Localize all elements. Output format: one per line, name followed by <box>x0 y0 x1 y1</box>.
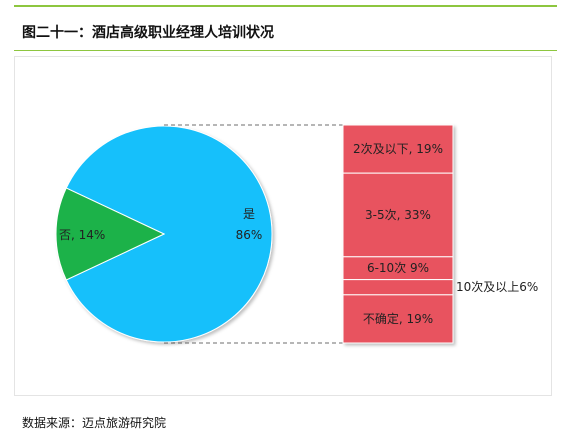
title-underline <box>14 50 557 51</box>
bar-label-0: 2次及以下, 19% <box>353 142 443 156</box>
pie-label-yes-name: 是 <box>243 207 255 221</box>
data-source: 数据来源：迈点旅游研究院 <box>22 416 167 430</box>
bar-of-pie-chart: 是 86% 否, 14% 2次及以下, 19% 3-5次, 33% 6-10次 … <box>55 124 538 344</box>
pie-label-yes-value: 86% <box>236 228 263 242</box>
pie-label-no: 否, 14% <box>59 228 105 242</box>
bar-label-3: 10次及以上6% <box>456 280 538 294</box>
pie-slice-yes <box>65 125 273 343</box>
bar-segment-0 <box>342 124 454 174</box>
bar-label-4: 不确定, 19% <box>363 311 433 326</box>
pie-slice-no <box>55 187 166 281</box>
page-title: 图二十一：酒店高级职业经理人培训状况 <box>22 25 274 41</box>
bar-segment-4 <box>342 294 454 344</box>
bar-segment-3 <box>342 279 454 296</box>
bar-label-1: 3-5次, 33% <box>365 208 431 222</box>
top-rule <box>14 5 557 7</box>
stacked-bar <box>342 124 454 344</box>
bar-segment-1 <box>342 172 454 258</box>
bar-label-2: 6-10次 9% <box>367 261 429 275</box>
pie <box>55 125 273 343</box>
